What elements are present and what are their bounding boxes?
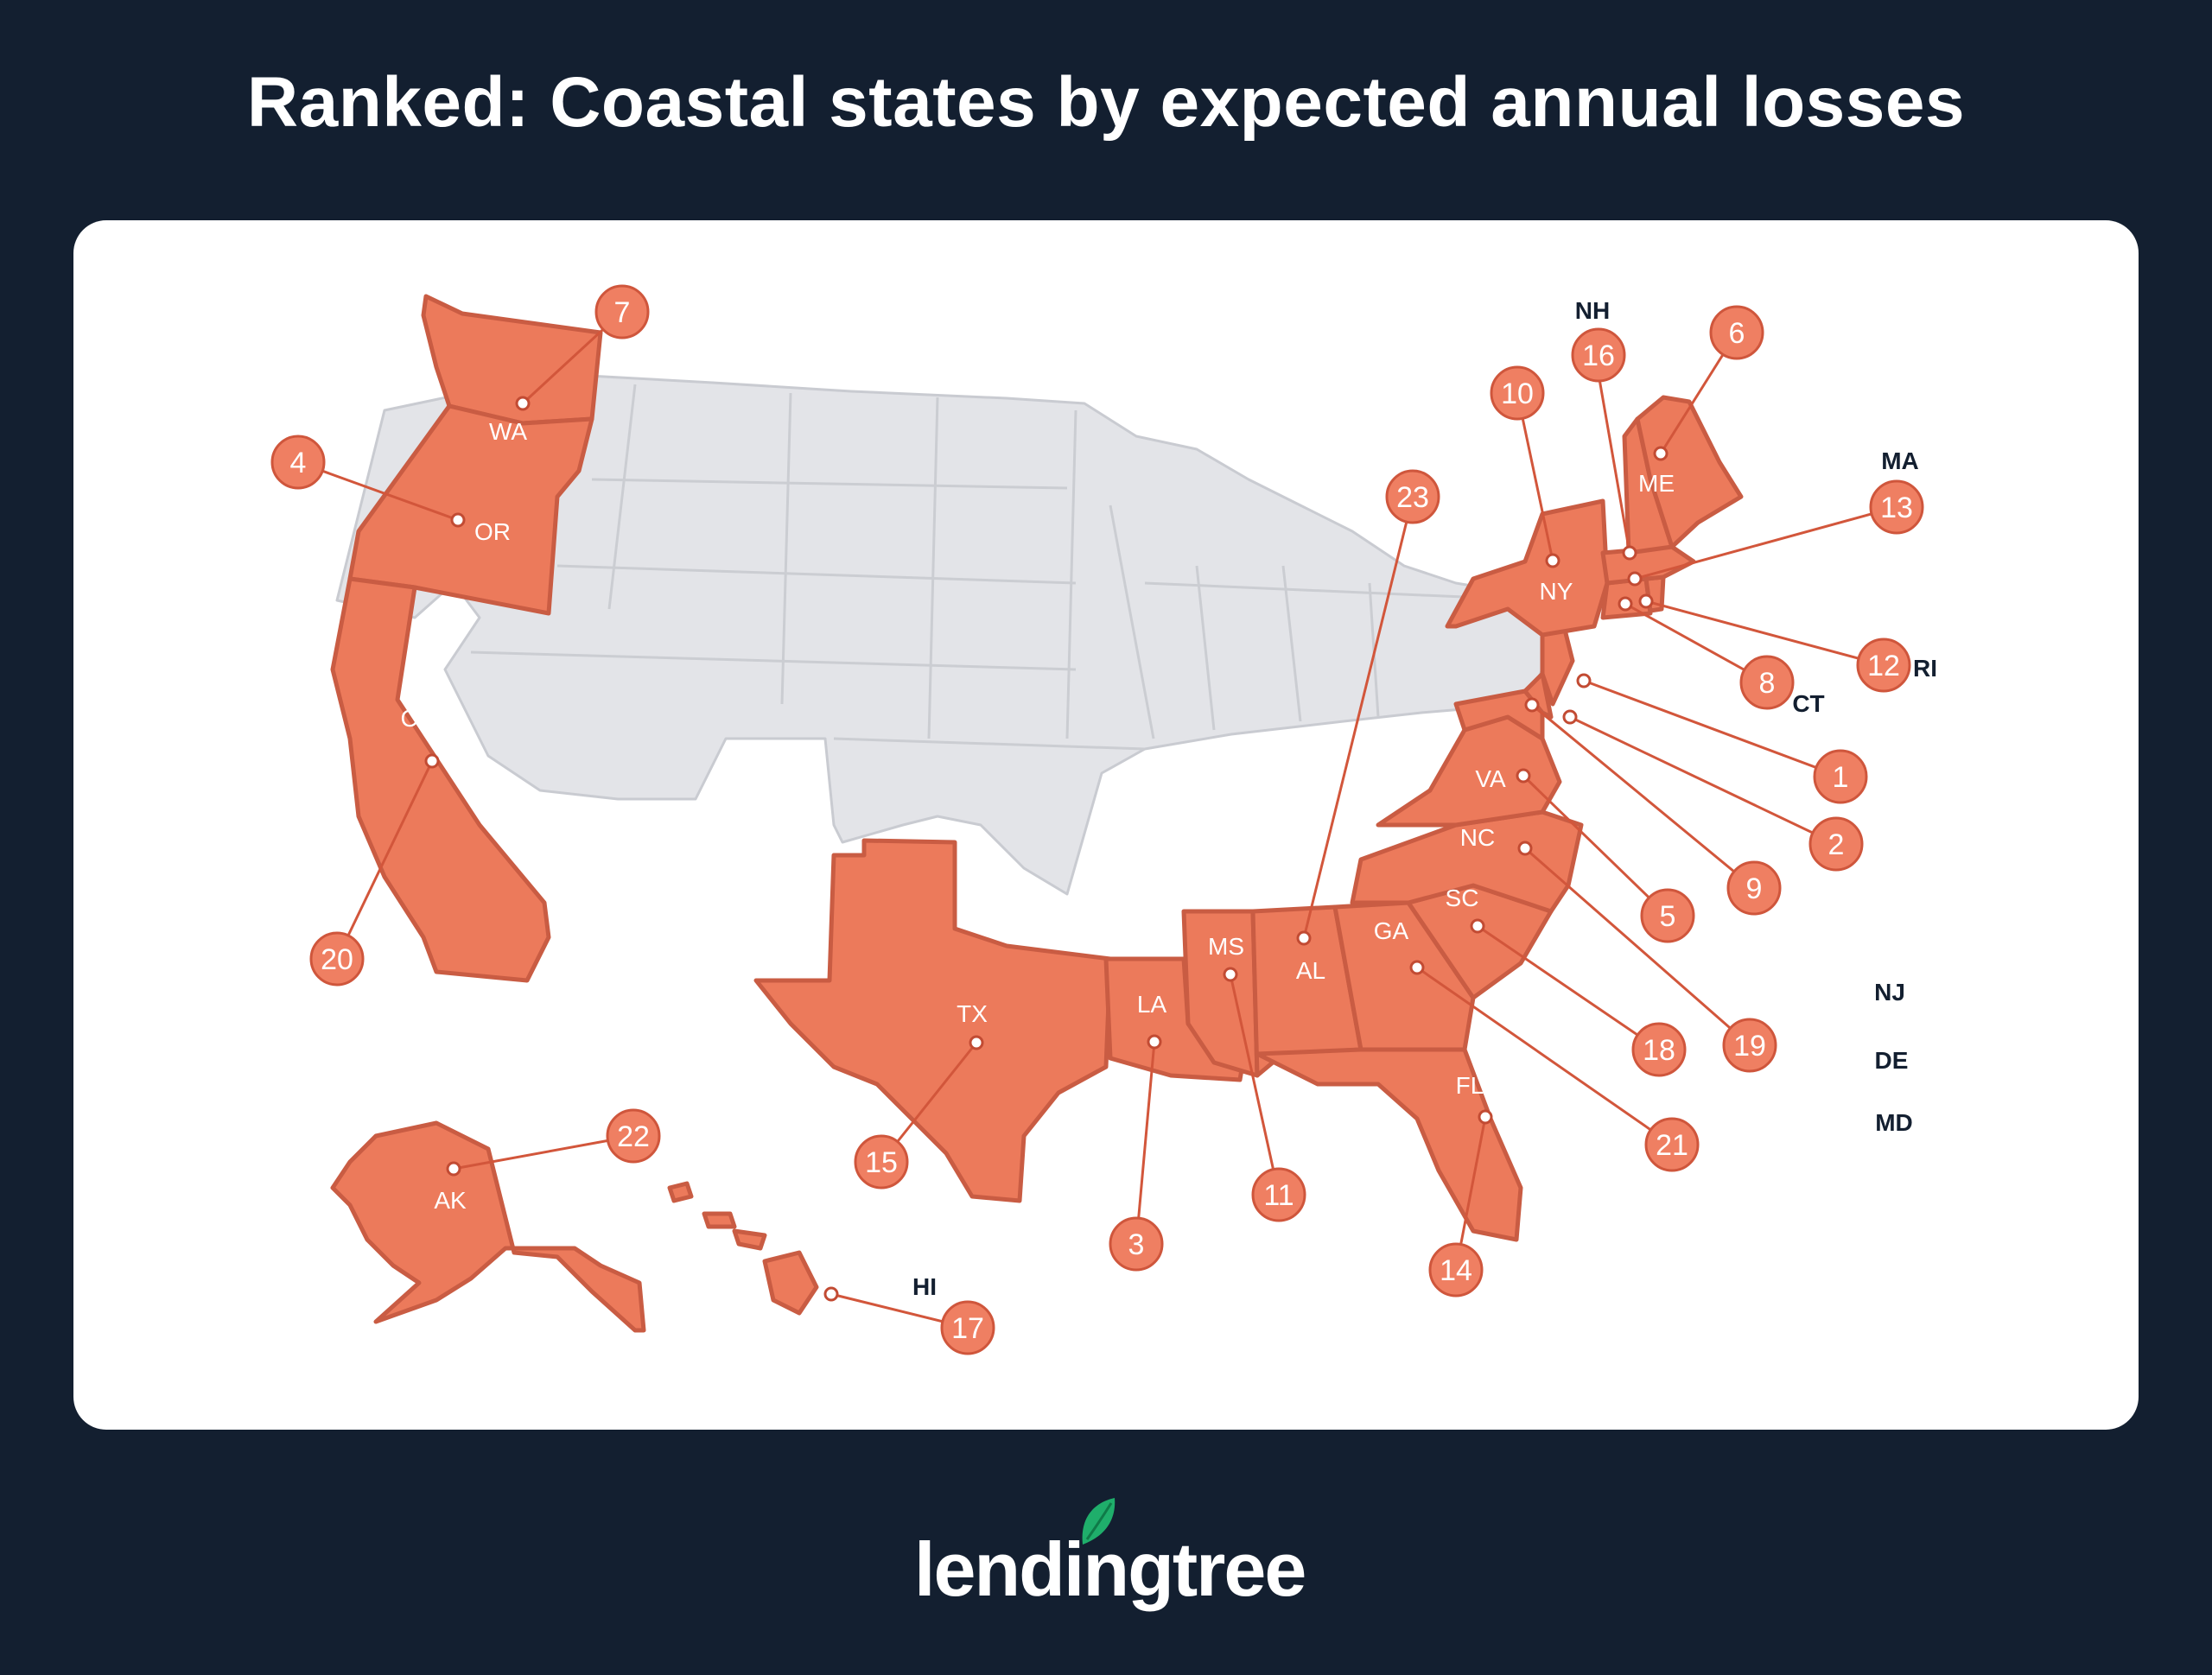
label-la: LA <box>1137 991 1167 1018</box>
rank-badge-ms: 11 <box>1251 1167 1306 1222</box>
label-nj: NJ <box>1874 979 1905 1006</box>
svg-text:11: 11 <box>1263 1179 1294 1212</box>
rank-badge-va: 5 <box>1640 888 1695 943</box>
state-ak <box>330 1120 646 1333</box>
state-hi <box>667 1181 819 1316</box>
label-ct: CT <box>1792 690 1824 717</box>
svg-text:10: 10 <box>1501 378 1534 410</box>
svg-text:2: 2 <box>1828 828 1845 861</box>
svg-text:5: 5 <box>1660 900 1676 933</box>
label-or: OR <box>474 518 511 545</box>
svg-text:23: 23 <box>1396 481 1429 514</box>
state-nj <box>1540 624 1575 707</box>
rank-badge-al: 23 <box>1385 469 1440 524</box>
svg-text:20: 20 <box>321 943 353 976</box>
svg-text:7: 7 <box>614 296 631 329</box>
state-me <box>1635 395 1744 549</box>
label-nc: NC <box>1460 824 1495 851</box>
rank-badge-ak: 22 <box>606 1108 661 1164</box>
svg-text:22: 22 <box>617 1120 650 1153</box>
svg-text:4: 4 <box>290 447 307 479</box>
label-al: AL <box>1296 957 1325 984</box>
state-labels-outside: HI MD DE NJ CT RI MA NH <box>912 297 1937 1300</box>
label-ms: MS <box>1208 933 1244 960</box>
svg-text:18: 18 <box>1643 1034 1675 1067</box>
page-title: Ranked: Coastal states by expected annua… <box>246 63 1966 142</box>
rank-badge-nc: 19 <box>1722 1018 1777 1073</box>
svg-text:15: 15 <box>865 1146 898 1179</box>
label-wa: WA <box>489 418 527 445</box>
rank-badge-hi: 17 <box>940 1300 995 1355</box>
us-map: WA OR CA AK TX LA MS AL FL GA SC NC VA N… <box>270 284 1937 1355</box>
label-va: VA <box>1475 765 1506 792</box>
svg-text:1: 1 <box>1833 761 1849 794</box>
label-fl: FL <box>1456 1072 1484 1099</box>
svg-text:12: 12 <box>1867 650 1900 682</box>
label-ca: CA <box>401 705 435 732</box>
state-ms <box>1181 909 1260 1078</box>
label-ak: AK <box>434 1187 467 1214</box>
label-ny: NY <box>1540 578 1573 605</box>
state-dots <box>424 396 1669 1302</box>
state-fl <box>1255 1047 1523 1242</box>
svg-text:13: 13 <box>1880 492 1913 524</box>
rank-badge-fl: 14 <box>1428 1242 1484 1297</box>
rank-badge-me: 6 <box>1709 305 1764 360</box>
label-nh: NH <box>1575 297 1610 324</box>
svg-text:17: 17 <box>951 1312 984 1345</box>
leaf-icon <box>1082 1498 1116 1545</box>
svg-text:3: 3 <box>1128 1228 1145 1261</box>
label-ri: RI <box>1913 655 1937 682</box>
svg-text:21: 21 <box>1656 1129 1688 1162</box>
rank-badges: 7 4 20 22 17 15 3 11 23 14 21 18 19 5 9 … <box>270 284 1924 1355</box>
rank-badge-ca: 20 <box>309 931 365 987</box>
svg-text:14: 14 <box>1440 1254 1472 1287</box>
rank-badge-nh: 16 <box>1571 327 1626 383</box>
rank-badge-tx: 15 <box>854 1134 909 1190</box>
interior-states <box>335 372 1553 896</box>
rank-badge-de: 2 <box>1808 816 1864 872</box>
svg-text:9: 9 <box>1746 872 1763 905</box>
label-de: DE <box>1875 1047 1909 1074</box>
state-ca <box>330 576 551 983</box>
map-card: WA OR CA AK TX LA MS AL FL GA SC NC VA N… <box>73 220 2139 1430</box>
leader-lines <box>297 310 1897 1329</box>
rank-badge-la: 3 <box>1109 1216 1164 1272</box>
svg-text:16: 16 <box>1582 339 1615 372</box>
rank-badge-ga: 21 <box>1644 1117 1700 1172</box>
svg-text:6: 6 <box>1729 317 1745 350</box>
label-sc: SC <box>1446 885 1479 911</box>
state-tx <box>753 838 1113 1203</box>
label-tx: TX <box>957 1000 988 1027</box>
rank-badge-wa: 7 <box>594 284 650 339</box>
state-labels-inside: WA OR CA AK TX LA MS AL FL GA SC NC VA N… <box>401 418 1675 1214</box>
rank-badge-ct: 8 <box>1739 655 1795 710</box>
rank-badge-md: 9 <box>1726 860 1782 916</box>
svg-text:8: 8 <box>1759 667 1776 700</box>
label-md: MD <box>1875 1109 1913 1136</box>
rank-badge-ny: 10 <box>1490 365 1545 421</box>
coastal-states <box>330 294 1744 1333</box>
rank-badge-nj: 1 <box>1813 749 1868 804</box>
rank-badge-sc: 18 <box>1631 1022 1687 1077</box>
label-ga: GA <box>1374 917 1409 944</box>
state-ny <box>1445 498 1610 638</box>
rank-badge-ma: 13 <box>1869 479 1924 535</box>
label-ma: MA <box>1881 447 1919 474</box>
brand-name: lendingtree <box>914 1526 1306 1612</box>
label-me: ME <box>1638 470 1675 497</box>
lendingtree-logo: lendingtree <box>914 1494 1306 1615</box>
rank-badge-ri: 12 <box>1856 638 1911 693</box>
rank-badge-or: 4 <box>270 435 326 490</box>
label-hi: HI <box>912 1273 937 1300</box>
svg-text:19: 19 <box>1733 1030 1766 1063</box>
state-or <box>347 403 594 616</box>
